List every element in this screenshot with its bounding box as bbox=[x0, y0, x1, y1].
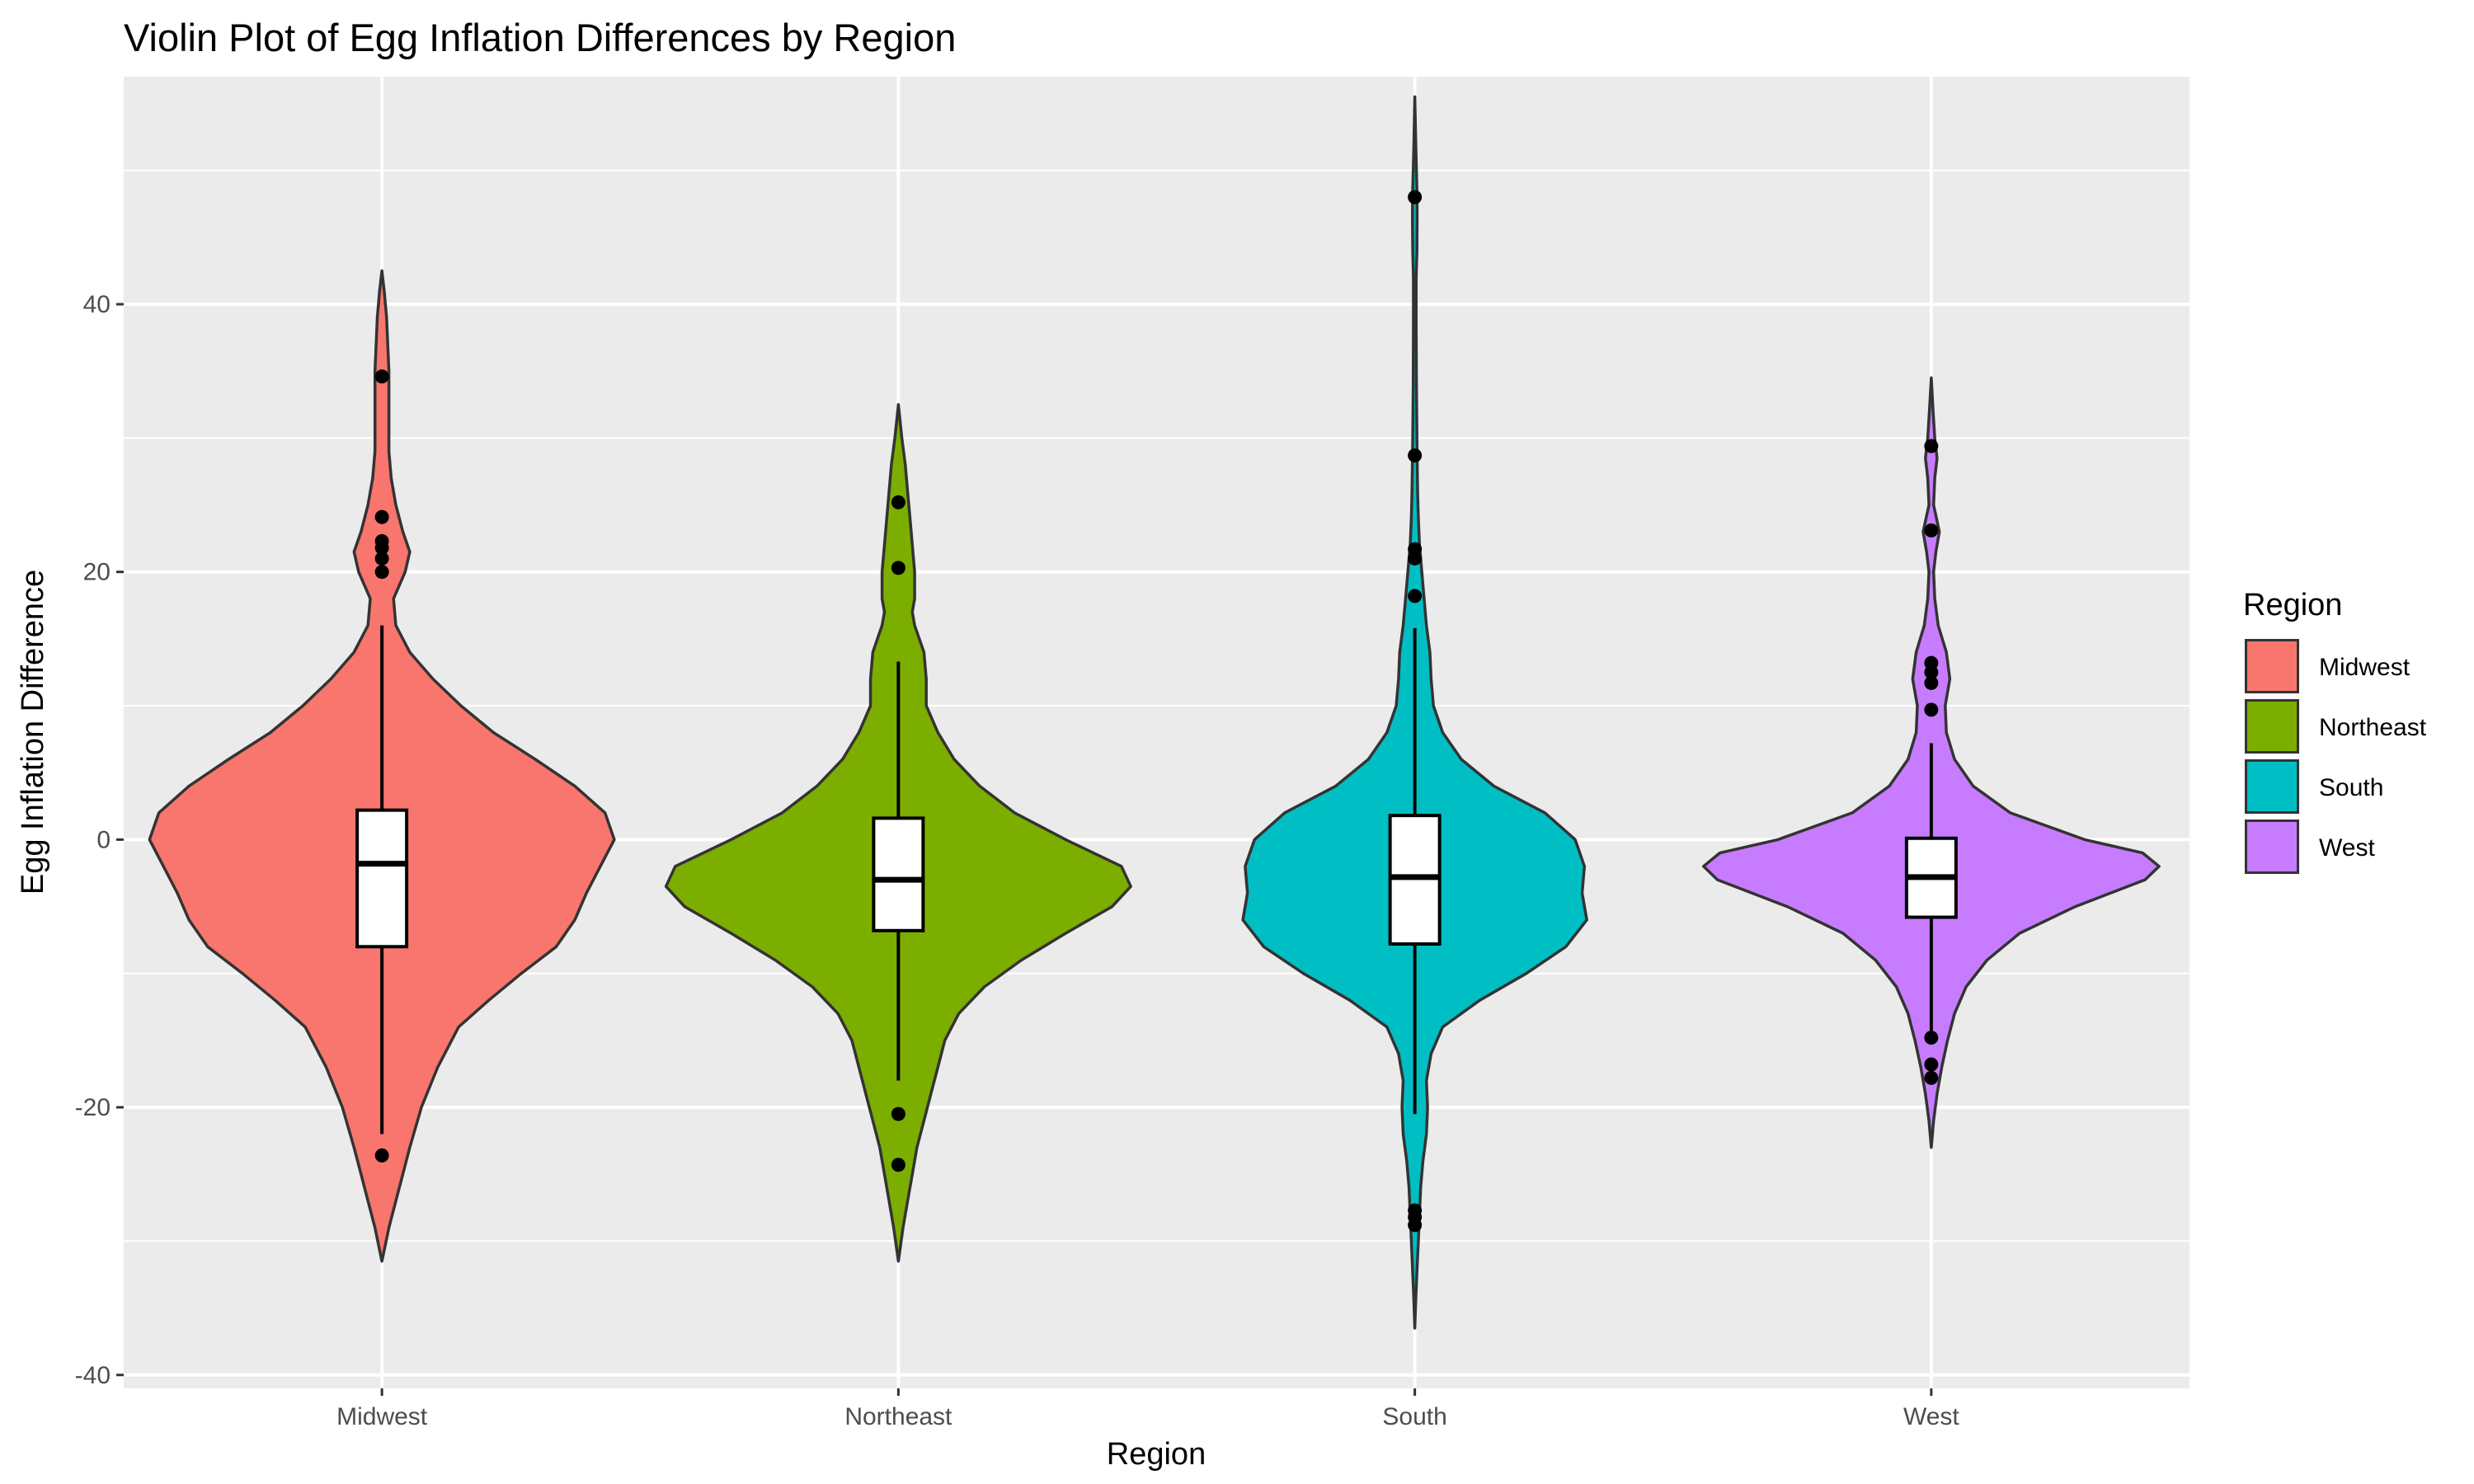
outlier-point bbox=[1924, 675, 1939, 690]
legend-key-south bbox=[2245, 759, 2299, 814]
x-tick-label: Northeast bbox=[844, 1403, 952, 1430]
y-tick-label: 0 bbox=[96, 826, 111, 853]
legend-key-west bbox=[2245, 819, 2299, 874]
outlier-point bbox=[374, 533, 389, 548]
outlier-points bbox=[374, 190, 1939, 1233]
y-tick-label: -20 bbox=[75, 1094, 111, 1121]
legend-label: South bbox=[2319, 774, 2383, 801]
outlier-point bbox=[1408, 448, 1423, 463]
outlier-point bbox=[1408, 542, 1423, 556]
x-tick-label: West bbox=[1903, 1403, 1959, 1430]
box-midwest bbox=[355, 808, 409, 949]
y-tick-label: -40 bbox=[75, 1362, 111, 1389]
boxplots bbox=[355, 625, 1958, 1134]
chart-title: Violin Plot of Egg Inflation Differences… bbox=[124, 16, 956, 59]
legend-label: West bbox=[2319, 834, 2375, 862]
outlier-point bbox=[1924, 702, 1939, 717]
y-axis-title: Egg Inflation Difference bbox=[16, 570, 50, 895]
x-axis: Midwest Northeast South West bbox=[336, 1388, 1959, 1430]
outlier-point bbox=[1924, 1031, 1939, 1045]
y-axis: -40 -20 0 20 40 bbox=[75, 291, 124, 1389]
outlier-point bbox=[891, 1106, 905, 1121]
outlier-point bbox=[1924, 439, 1939, 453]
outlier-point bbox=[374, 1148, 389, 1163]
outlier-point bbox=[891, 1158, 905, 1172]
outlier-point bbox=[1924, 1057, 1939, 1072]
outlier-point bbox=[891, 561, 905, 575]
legend-label: Midwest bbox=[2319, 654, 2411, 681]
outlier-point bbox=[891, 495, 905, 510]
outlier-point bbox=[1408, 1203, 1423, 1218]
outlier-point bbox=[374, 510, 389, 524]
x-axis-title: Region bbox=[1107, 1437, 1206, 1472]
outlier-point bbox=[1924, 1070, 1939, 1085]
box-northeast bbox=[872, 816, 925, 932]
x-tick-label: South bbox=[1382, 1403, 1446, 1430]
x-tick-label: Midwest bbox=[336, 1403, 428, 1430]
outlier-point bbox=[374, 369, 389, 384]
legend-label: Northeast bbox=[2319, 714, 2427, 741]
legend-key-northeast bbox=[2245, 699, 2299, 754]
legend-key-midwest bbox=[2245, 639, 2299, 693]
y-tick-label: 20 bbox=[83, 559, 111, 586]
outlier-point bbox=[1924, 655, 1939, 670]
outlier-point bbox=[374, 565, 389, 580]
y-tick-label: 40 bbox=[83, 291, 111, 318]
outlier-point bbox=[1408, 589, 1423, 603]
legend: Region Midwest Northeast South West bbox=[2243, 588, 2427, 874]
outlier-point bbox=[1924, 523, 1939, 538]
outlier-point bbox=[374, 551, 389, 566]
legend-title: Region bbox=[2243, 588, 2342, 622]
outlier-point bbox=[1408, 190, 1423, 204]
